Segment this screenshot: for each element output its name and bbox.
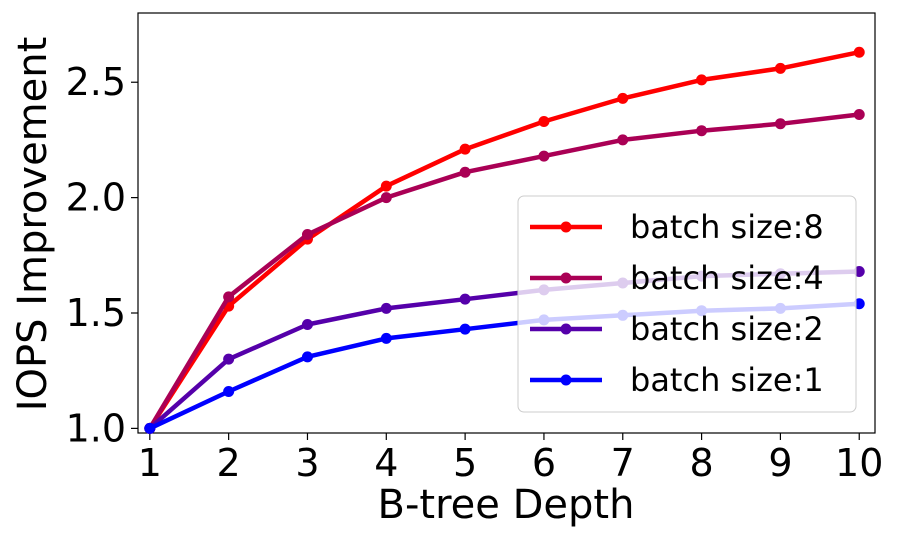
x-tick-label: 6 bbox=[532, 441, 556, 485]
data-point bbox=[459, 293, 471, 305]
x-tick-label: 2 bbox=[217, 441, 241, 485]
x-tick-label: 7 bbox=[611, 441, 635, 485]
data-point bbox=[459, 323, 471, 335]
series-batch-size-4 bbox=[144, 109, 865, 434]
data-point bbox=[301, 319, 313, 331]
legend-label: batch size:4 bbox=[630, 259, 824, 297]
legend-frame bbox=[517, 195, 857, 413]
y-tick-label: 1.0 bbox=[66, 406, 126, 450]
legend-label: batch size:2 bbox=[630, 310, 824, 348]
plot-frame bbox=[137, 12, 876, 434]
data-point bbox=[617, 134, 629, 146]
data-point bbox=[459, 166, 471, 178]
legend-marker bbox=[560, 272, 572, 284]
data-point bbox=[617, 92, 629, 104]
data-point bbox=[696, 74, 708, 86]
legend-item: batch size:1 bbox=[530, 361, 824, 399]
data-point bbox=[774, 118, 786, 130]
x-tick-label: 5 bbox=[453, 441, 477, 485]
data-point bbox=[223, 291, 235, 303]
data-point bbox=[380, 332, 392, 344]
data-point bbox=[696, 125, 708, 137]
x-tick-label: 8 bbox=[689, 441, 713, 485]
legend-marker bbox=[560, 374, 572, 386]
legend-marker bbox=[560, 323, 572, 335]
data-point bbox=[459, 143, 471, 155]
data-point bbox=[223, 353, 235, 365]
data-point bbox=[853, 109, 865, 121]
x-tick-label: 1 bbox=[138, 441, 162, 485]
legend-item: batch size:8 bbox=[530, 208, 824, 246]
legend-label: batch size:8 bbox=[630, 208, 824, 246]
y-axis-title: IOPS Improvement bbox=[10, 37, 56, 412]
legend-marker bbox=[560, 221, 572, 233]
legend-label: batch size:1 bbox=[630, 361, 824, 399]
data-point bbox=[144, 422, 156, 434]
x-axis-title: B-tree Depth bbox=[378, 482, 635, 528]
x-axis: 1 2 3 4 5 6 7 8 9 10 bbox=[138, 433, 883, 485]
series-line bbox=[147, 49, 860, 430]
legend-item: batch size:2 bbox=[530, 310, 824, 348]
data-point bbox=[774, 62, 786, 74]
x-tick-label: 3 bbox=[295, 441, 319, 485]
data-point bbox=[380, 192, 392, 204]
data-point bbox=[538, 150, 550, 162]
y-tick-label: 2.5 bbox=[66, 60, 126, 104]
series-line bbox=[147, 112, 860, 430]
y-tick-label: 1.5 bbox=[66, 291, 126, 335]
data-point bbox=[301, 229, 313, 241]
data-point bbox=[538, 115, 550, 127]
y-axis: 1.0 1.5 2.0 2.5 bbox=[66, 60, 138, 450]
data-point bbox=[301, 351, 313, 363]
x-tick-label: 9 bbox=[768, 441, 792, 485]
data-point bbox=[223, 385, 235, 397]
x-tick-label: 10 bbox=[835, 441, 883, 485]
data-point bbox=[380, 180, 392, 192]
legend: batch size:8 batch size:4 batch size:2 batc… bbox=[517, 195, 857, 413]
legend-item: batch size:4 bbox=[530, 259, 824, 297]
data-point bbox=[380, 302, 392, 314]
data-point bbox=[853, 46, 865, 58]
x-tick-label: 4 bbox=[374, 441, 398, 485]
y-tick-label: 2.0 bbox=[66, 176, 126, 220]
